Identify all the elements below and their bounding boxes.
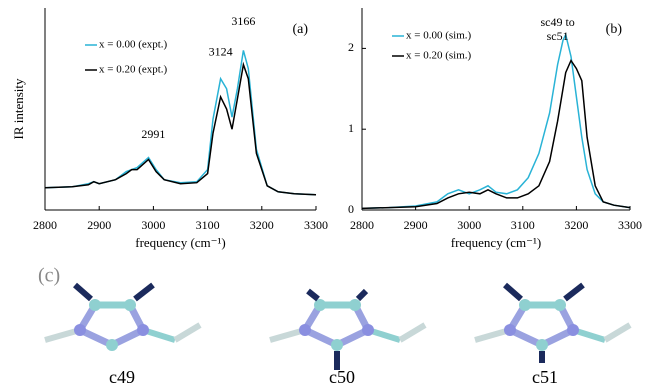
x-tick-label: 2800	[350, 218, 374, 232]
annotation: 3124	[209, 44, 233, 58]
annotation: sc51	[547, 29, 569, 43]
panel-label: (c)	[38, 265, 60, 287]
legend-label: x = 0.20 (sim.)	[406, 50, 472, 62]
x-tick-label: 3200	[564, 218, 588, 232]
x-tick-label: 3200	[250, 218, 274, 232]
x-axis-label: frequency (cm⁻¹)	[451, 235, 542, 250]
x-tick-label: 3000	[457, 218, 481, 232]
legend-label: x = 0.00 (sim.)	[406, 30, 472, 42]
annotation: sc49 to	[540, 15, 574, 29]
series-line	[362, 61, 630, 209]
molecule-c49	[45, 285, 200, 351]
x-tick-label: 3100	[196, 218, 220, 232]
panel-label: (a)	[292, 22, 308, 37]
molecule-label: c50	[329, 367, 355, 387]
y-tick-label: 0	[348, 202, 354, 216]
x-tick-label: 3100	[511, 218, 535, 232]
y-axis-label: IR intensity	[11, 78, 26, 140]
series-line	[362, 35, 630, 209]
annotation: 2991	[141, 127, 165, 141]
panel-label: (b)	[606, 22, 623, 37]
x-tick-label: 3300	[618, 218, 642, 232]
x-tick-label: 2900	[404, 218, 428, 232]
y-tick-label: 1	[348, 121, 354, 135]
x-tick-label: 3000	[141, 218, 165, 232]
series-line	[45, 65, 316, 195]
molecule-c50	[270, 291, 425, 370]
x-axis-label: frequency (cm⁻¹)	[135, 235, 226, 250]
x-tick-label: 3300	[304, 218, 328, 232]
x-tick-label: 2800	[33, 218, 57, 232]
legend-label: x = 0.00 (expt.)	[99, 39, 168, 51]
molecule-label: c49	[109, 367, 135, 387]
x-tick-label: 2900	[87, 218, 111, 232]
figure: (c) c49 c50 c51 2800 2900 3000 3100 3200 3300…	[0, 0, 661, 389]
annotation: 3166	[231, 14, 255, 28]
molecule-label: c51	[532, 367, 558, 387]
legend-label: x = 0.20 (expt.)	[99, 64, 168, 76]
series-line	[45, 50, 316, 194]
y-tick-label: 2	[348, 40, 354, 54]
molecule-c51	[475, 285, 630, 363]
